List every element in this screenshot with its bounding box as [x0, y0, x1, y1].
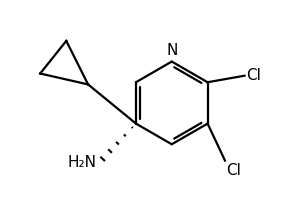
Text: N: N	[166, 43, 178, 58]
Text: H₂N: H₂N	[68, 155, 97, 170]
Text: Cl: Cl	[226, 163, 241, 178]
Text: Cl: Cl	[246, 68, 261, 83]
